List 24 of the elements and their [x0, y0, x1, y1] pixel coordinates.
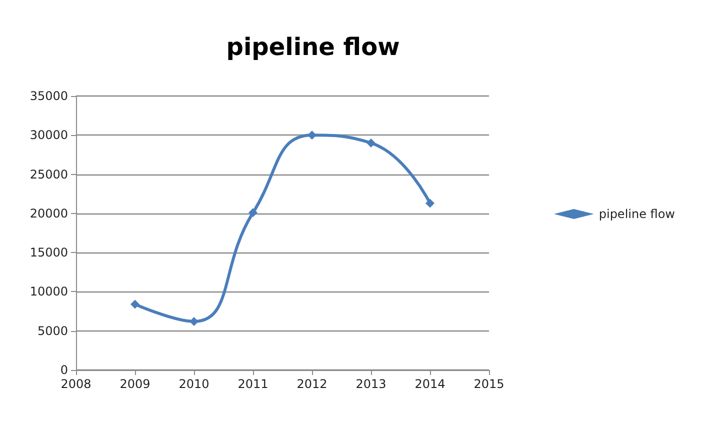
- y-tick-label: 30000: [30, 128, 68, 142]
- point: [426, 198, 434, 208]
- chart-title: pipeline flow: [226, 33, 400, 61]
- point: [248, 208, 258, 218]
- y-tick-label: 35000: [30, 89, 68, 103]
- point: [190, 316, 198, 326]
- y-tick-label: 20000: [30, 206, 68, 220]
- x-tick-label: 2015: [474, 377, 504, 391]
- y-tick-label: 25000: [30, 167, 68, 182]
- x-tick-label: 2013: [356, 377, 386, 391]
- point: [130, 300, 140, 309]
- point: [366, 138, 376, 148]
- x-tick-label: 2008: [60, 377, 92, 391]
- y-tick-label: 0: [60, 363, 68, 377]
- y-tick-label: 10000: [30, 284, 68, 299]
- y-tick-label: 15000: [30, 246, 68, 260]
- x-tick-label: 2009: [120, 377, 150, 391]
- point: [308, 130, 316, 140]
- y-tick-label: 5000: [37, 324, 68, 338]
- x-tick-label: 2014: [414, 377, 446, 391]
- legend-label: pipeline flow: [598, 207, 676, 221]
- x-tick-label: 2011: [238, 377, 268, 391]
- x-tick-label: 2010: [178, 377, 210, 391]
- x-tick-label: 2012: [296, 377, 328, 391]
